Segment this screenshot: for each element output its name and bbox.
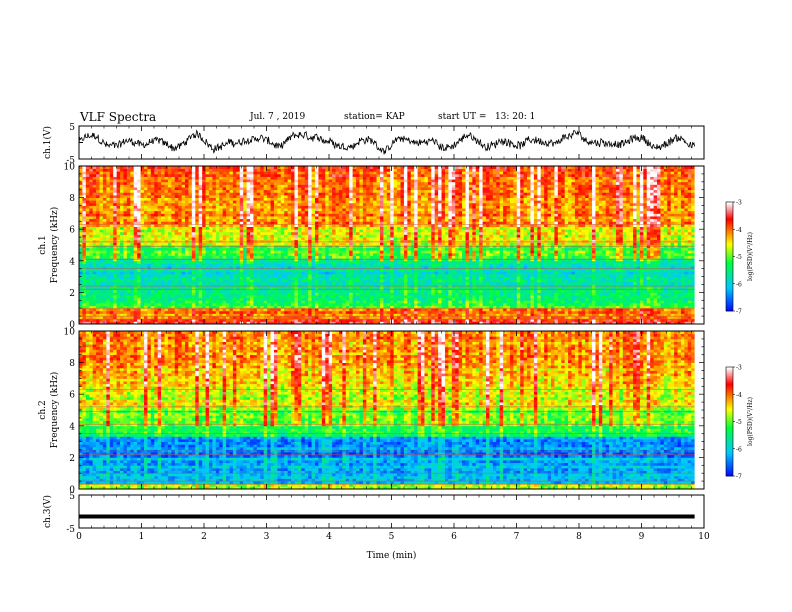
ch2-colorbar-tick: -7: [736, 474, 742, 481]
ch1-ytick-label: 0: [69, 321, 75, 331]
ch2-ylabel-channel: ch.2: [38, 400, 48, 419]
ch1-ylabel-frequency: Frequency (kHz): [49, 207, 60, 284]
ch1-colorbar-tick: -5: [736, 254, 742, 261]
station-label: station= KAP: [344, 112, 405, 122]
x-tick-label: 2: [201, 532, 207, 542]
ch1-ytick-label: 2: [69, 289, 75, 299]
ch1-colorbar-tick: -7: [736, 309, 742, 316]
start-time-label: start UT = 13: 20: 1: [438, 112, 535, 122]
x-tick-label: 9: [639, 532, 645, 542]
ch1-colorbar-tick: -4: [736, 227, 742, 234]
x-tick-label: 6: [451, 532, 457, 542]
ch2-colorbar: -3 -4 -5 -6 -7 log(PSD)(V²/Hz): [725, 365, 754, 481]
ch2-colorbar-tick: -5: [736, 419, 742, 426]
ch2-interference-lines: [79, 389, 695, 485]
ch1-ytick-label: 4: [69, 257, 75, 267]
ch3-waveform-panel: 0 1 2 3 4 5 6 7 8 9 10 5 -5 Time (min): [66, 492, 710, 561]
x-axis-label: Time (min): [367, 550, 417, 561]
ch1-colorbar-label: log(PSD)(V²/Hz): [747, 232, 754, 281]
x-tick-label: 10: [698, 532, 710, 542]
ch1-colorbar: -3 -4 -5 -6 -7 log(PSD)(V²/Hz): [725, 200, 754, 316]
ch1-heatmap-cells: [79, 166, 696, 325]
x-tick-label: 1: [139, 532, 145, 542]
figure-title: VLF Spectra: [80, 110, 156, 124]
ch1-colorbar-tick: -6: [736, 281, 742, 288]
ch1-ytick-label: 10: [64, 163, 76, 173]
ch3-waveform-ylabel: ch.3(V): [42, 495, 53, 528]
ch1-interference-lines: [79, 224, 695, 320]
ch1-ytick-bottom: -5: [66, 156, 75, 166]
ch1-ytick-label: 6: [69, 226, 75, 236]
ch2-ytick-label: 4: [69, 422, 75, 432]
ch2-ytick-label: 10: [64, 328, 76, 338]
ch2-spectrogram-panel: 0 2 4 6 8 10: [64, 328, 705, 496]
x-tick-label: 0: [76, 532, 82, 542]
x-tick-label: 8: [576, 532, 582, 542]
ch2-ytick-label: 0: [69, 486, 75, 496]
ch2-ytick-label: 6: [69, 391, 75, 401]
ch2-colorbar-label: log(PSD)(V²/Hz): [747, 397, 754, 446]
x-tick-label: 7: [514, 532, 520, 542]
ch1-spectrogram-panel: 0 2 4 6 8 10: [64, 163, 705, 331]
ch3-ytick-bottom: -5: [66, 525, 75, 535]
ch2-colorbar-tick: -3: [736, 365, 742, 372]
ch1-ylabel-channel: ch.1: [38, 235, 48, 254]
ch2-ytick-label: 8: [69, 359, 75, 369]
ch1-waveform-line: [78, 129, 695, 155]
ch1-waveform-ylabel: ch.1(V): [42, 126, 53, 159]
ch1-colorbar-tick: -3: [736, 200, 742, 207]
x-tick-label: 4: [326, 532, 332, 542]
ch2-ytick-label: 2: [69, 454, 75, 464]
x-tick-label: 3: [264, 532, 270, 542]
ch1-waveform-panel: 5 -5: [66, 123, 705, 166]
ch3-ytick-top: 5: [69, 492, 75, 502]
ch1-ytick-top: 5: [69, 123, 75, 133]
ch2-colorbar-tick: -6: [736, 446, 742, 453]
x-tick-label: 5: [389, 532, 395, 542]
ch2-heatmap-cells: [79, 331, 696, 490]
ch2-colorbar-tick: -4: [736, 392, 742, 399]
date-label: Jul. 7 , 2019: [250, 112, 305, 122]
ch2-ylabel-frequency: Frequency (kHz): [49, 372, 60, 449]
ch1-ytick-label: 8: [69, 194, 75, 204]
